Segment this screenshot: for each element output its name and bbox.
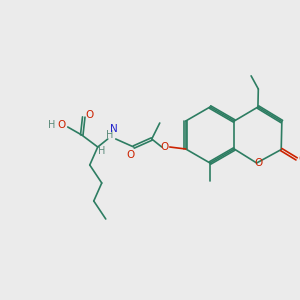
Text: O: O xyxy=(127,150,135,160)
Text: O: O xyxy=(298,154,300,164)
Text: O: O xyxy=(160,142,169,152)
Text: O: O xyxy=(85,110,94,120)
Text: H: H xyxy=(48,120,56,130)
Text: O: O xyxy=(58,120,66,130)
Text: N: N xyxy=(110,124,118,134)
Text: H: H xyxy=(106,130,113,140)
Text: H: H xyxy=(98,146,105,156)
Text: O: O xyxy=(254,158,263,168)
